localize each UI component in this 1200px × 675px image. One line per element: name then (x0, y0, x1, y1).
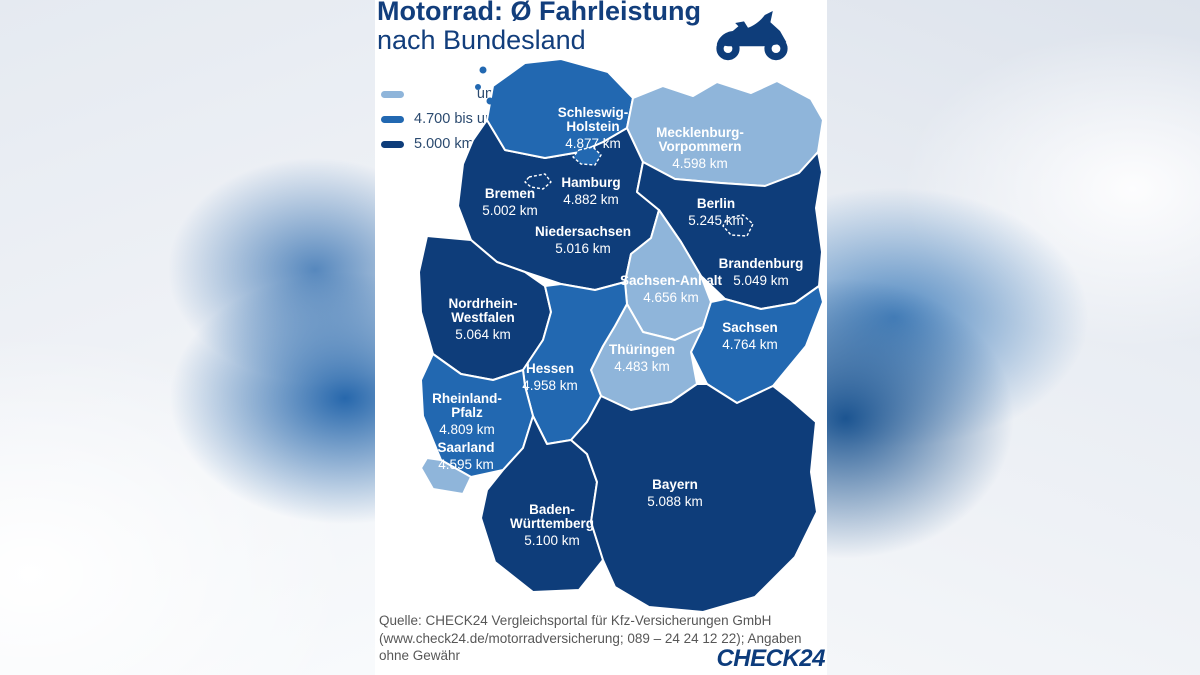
blurred-backdrop-left (0, 0, 375, 675)
island-dot (479, 66, 487, 74)
blurred-backdrop-right (827, 0, 1200, 675)
state-saarland (420, 457, 472, 495)
legend-swatch-dark (381, 140, 404, 148)
island-dot (475, 84, 481, 90)
germany-map (418, 58, 824, 613)
state-berlin (722, 214, 754, 237)
state-bayern (570, 383, 818, 613)
source-line1: Quelle: CHECK24 Vergleichsportal für Kfz… (379, 613, 772, 628)
state-hamburg (572, 146, 602, 166)
motorcycle-front-wheel (764, 37, 788, 61)
state-bremen (524, 173, 552, 190)
motorcycle-rear-wheel (716, 37, 740, 61)
check24-logo: CHECK24 (716, 645, 825, 672)
island-dot (486, 97, 494, 105)
source-line2: (www.check24.de/motorradversicherung; 08… (379, 630, 802, 664)
title-line1: Motorrad: Ø Fahrleistung (377, 0, 701, 26)
infographic-panel: Motorrad: Ø Fahrleistung nach Bundesland… (375, 0, 827, 675)
legend-swatch-mid (381, 115, 404, 123)
motorcycle-body (716, 11, 787, 47)
legend-swatch-light (381, 90, 404, 98)
page-title: Motorrad: Ø Fahrleistung nach Bundesland (377, 0, 701, 55)
source-note: Quelle: CHECK24 Vergleichsportal für Kfz… (379, 612, 827, 665)
motorcycle-icon (716, 11, 788, 61)
title-line2: nach Bundesland (377, 25, 586, 55)
